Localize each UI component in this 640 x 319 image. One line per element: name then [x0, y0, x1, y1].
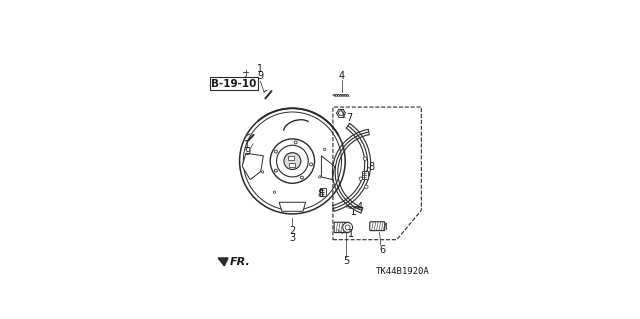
Circle shape: [339, 111, 344, 115]
Circle shape: [343, 223, 353, 232]
Text: FR.: FR.: [230, 257, 250, 267]
Circle shape: [273, 191, 276, 193]
Circle shape: [300, 176, 303, 179]
Circle shape: [275, 150, 277, 153]
Text: 6: 6: [379, 245, 385, 255]
Text: 5: 5: [343, 256, 349, 266]
Circle shape: [319, 176, 321, 178]
Bar: [323, 188, 326, 196]
Circle shape: [365, 185, 368, 189]
Text: 3: 3: [289, 234, 296, 243]
Polygon shape: [321, 156, 335, 180]
Circle shape: [270, 139, 315, 183]
Polygon shape: [279, 202, 305, 211]
Bar: [320, 188, 324, 196]
Text: 7: 7: [346, 113, 353, 123]
Circle shape: [294, 141, 297, 144]
Circle shape: [276, 145, 308, 177]
Circle shape: [262, 171, 264, 173]
Bar: [288, 157, 294, 160]
Text: 1: 1: [348, 228, 355, 239]
Text: 1: 1: [244, 140, 250, 150]
Text: TK44B1920A: TK44B1920A: [376, 267, 430, 276]
Text: 9: 9: [257, 71, 264, 81]
Circle shape: [364, 157, 367, 160]
Text: 1: 1: [257, 64, 264, 74]
Circle shape: [310, 163, 312, 166]
Text: 8: 8: [368, 162, 374, 172]
Bar: [362, 171, 365, 179]
FancyBboxPatch shape: [334, 222, 349, 233]
Text: 8: 8: [317, 189, 324, 199]
Circle shape: [275, 169, 277, 172]
Circle shape: [359, 177, 362, 180]
Text: 4: 4: [339, 71, 344, 81]
Bar: [289, 163, 295, 167]
Circle shape: [284, 153, 301, 169]
Polygon shape: [242, 153, 263, 180]
Bar: [364, 171, 368, 179]
Circle shape: [345, 225, 350, 230]
Text: 2: 2: [289, 226, 296, 236]
FancyBboxPatch shape: [370, 222, 385, 231]
Circle shape: [323, 148, 326, 151]
Text: 4: 4: [357, 202, 363, 211]
Circle shape: [239, 108, 345, 214]
Text: 9: 9: [244, 147, 250, 158]
Text: B-19-10: B-19-10: [211, 79, 257, 89]
